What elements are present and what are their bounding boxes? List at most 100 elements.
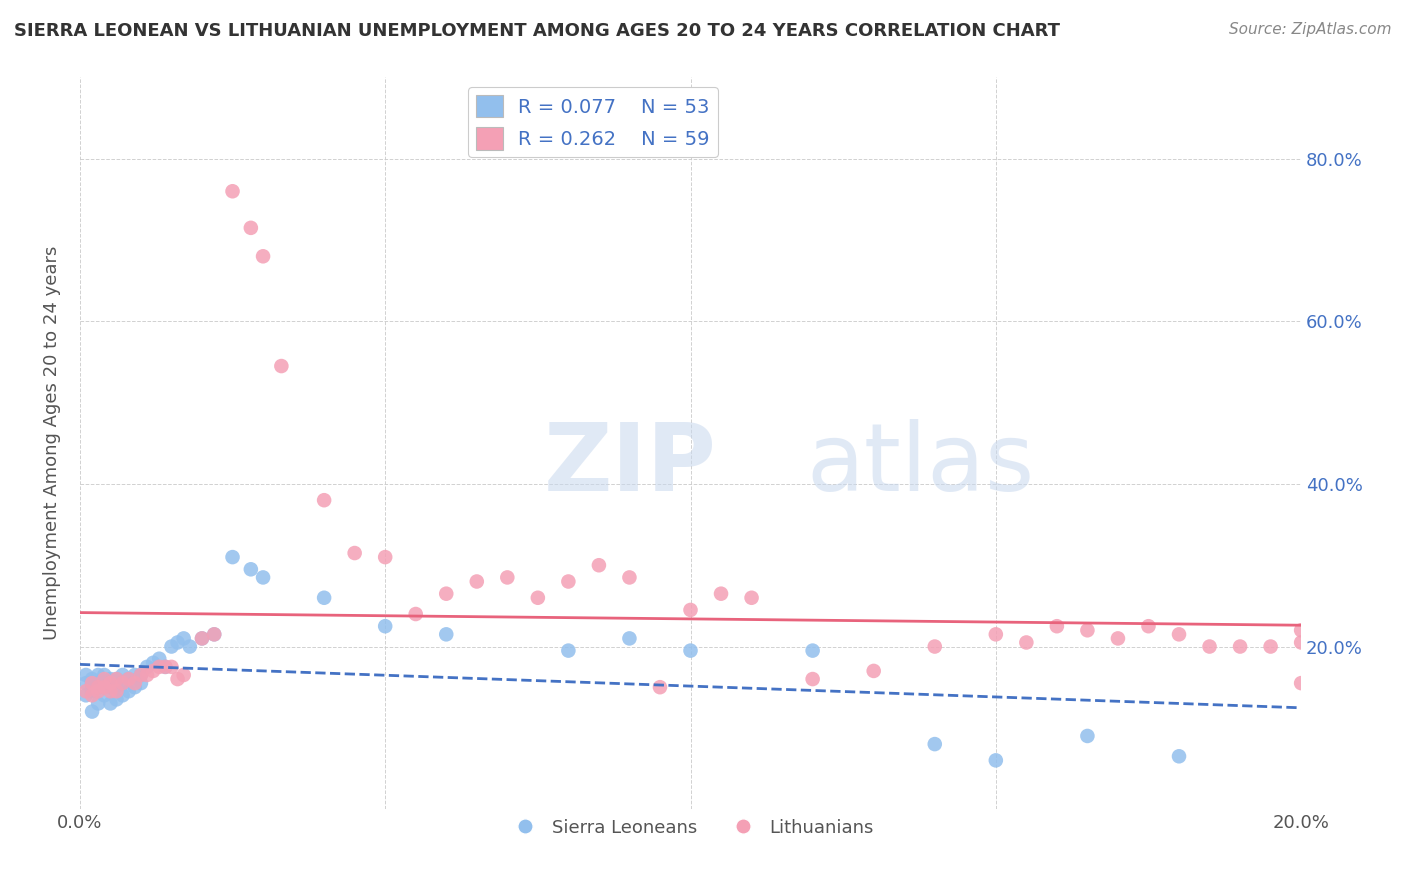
Legend: Sierra Leoneans, Lithuanians: Sierra Leoneans, Lithuanians [499,812,882,844]
Point [75,684,97,698]
Point [80,689,103,703]
Point [924,640,946,654]
Point [93,676,115,690]
Point [239,220,262,235]
Point [924,737,946,751]
Point [100,684,122,698]
Point [1260,640,1282,654]
Point [588,558,610,573]
Point [100,680,122,694]
Point [527,591,550,605]
Point [80,684,103,698]
Point [1198,640,1220,654]
Point [75,689,97,703]
Point [93,680,115,694]
Point [191,632,214,646]
Point [557,574,579,589]
Point [111,676,134,690]
Point [1229,640,1251,654]
Point [111,676,134,690]
Point [1168,627,1191,641]
Point [801,643,824,657]
Point [105,684,128,698]
Point [314,591,336,605]
Point [80,705,103,719]
Point [87,668,110,682]
Text: Source: ZipAtlas.com: Source: ZipAtlas.com [1229,22,1392,37]
Point [118,672,141,686]
Point [374,619,396,633]
Point [679,643,702,657]
Point [173,632,195,646]
Point [136,660,159,674]
Point [148,660,170,674]
Point [124,680,146,694]
Point [221,550,243,565]
Point [173,668,195,682]
Point [87,697,110,711]
Point [129,676,152,690]
Point [1289,676,1312,690]
Point [1107,632,1129,646]
Point [270,359,292,373]
Point [100,676,122,690]
Point [155,660,177,674]
Point [148,651,170,665]
Point [1137,619,1160,633]
Point [155,660,177,674]
Point [105,692,128,706]
Point [1076,624,1098,638]
Point [221,184,243,198]
Point [179,640,201,654]
Point [105,680,128,694]
Point [142,656,165,670]
Point [496,570,519,584]
Point [252,249,274,263]
Point [557,643,579,657]
Point [129,668,152,682]
Point [160,640,183,654]
Point [105,672,128,686]
Point [80,676,103,690]
Point [93,689,115,703]
Point [142,664,165,678]
Point [166,672,188,686]
Point [343,546,366,560]
Point [87,684,110,698]
Point [75,676,97,690]
Text: atlas: atlas [807,419,1035,511]
Point [619,632,641,646]
Point [984,753,1007,767]
Point [619,570,641,584]
Point [87,680,110,694]
Point [87,676,110,690]
Point [105,672,128,686]
Point [160,660,183,674]
Point [118,684,141,698]
Point [434,587,457,601]
Point [252,570,274,584]
Point [80,672,103,686]
Point [75,668,97,682]
Point [1168,749,1191,764]
Point [1076,729,1098,743]
Point [984,627,1007,641]
Point [1289,635,1312,649]
Point [100,697,122,711]
Point [1046,619,1069,633]
Point [1015,635,1038,649]
Y-axis label: Unemployment Among Ages 20 to 24 years: Unemployment Among Ages 20 to 24 years [44,246,60,640]
Point [202,627,225,641]
Point [111,668,134,682]
Point [801,672,824,686]
Point [191,632,214,646]
Point [202,627,225,641]
Point [374,550,396,565]
Point [124,676,146,690]
Point [405,607,427,621]
Point [166,635,188,649]
Point [111,689,134,703]
Point [80,676,103,690]
Point [434,627,457,641]
Point [93,668,115,682]
